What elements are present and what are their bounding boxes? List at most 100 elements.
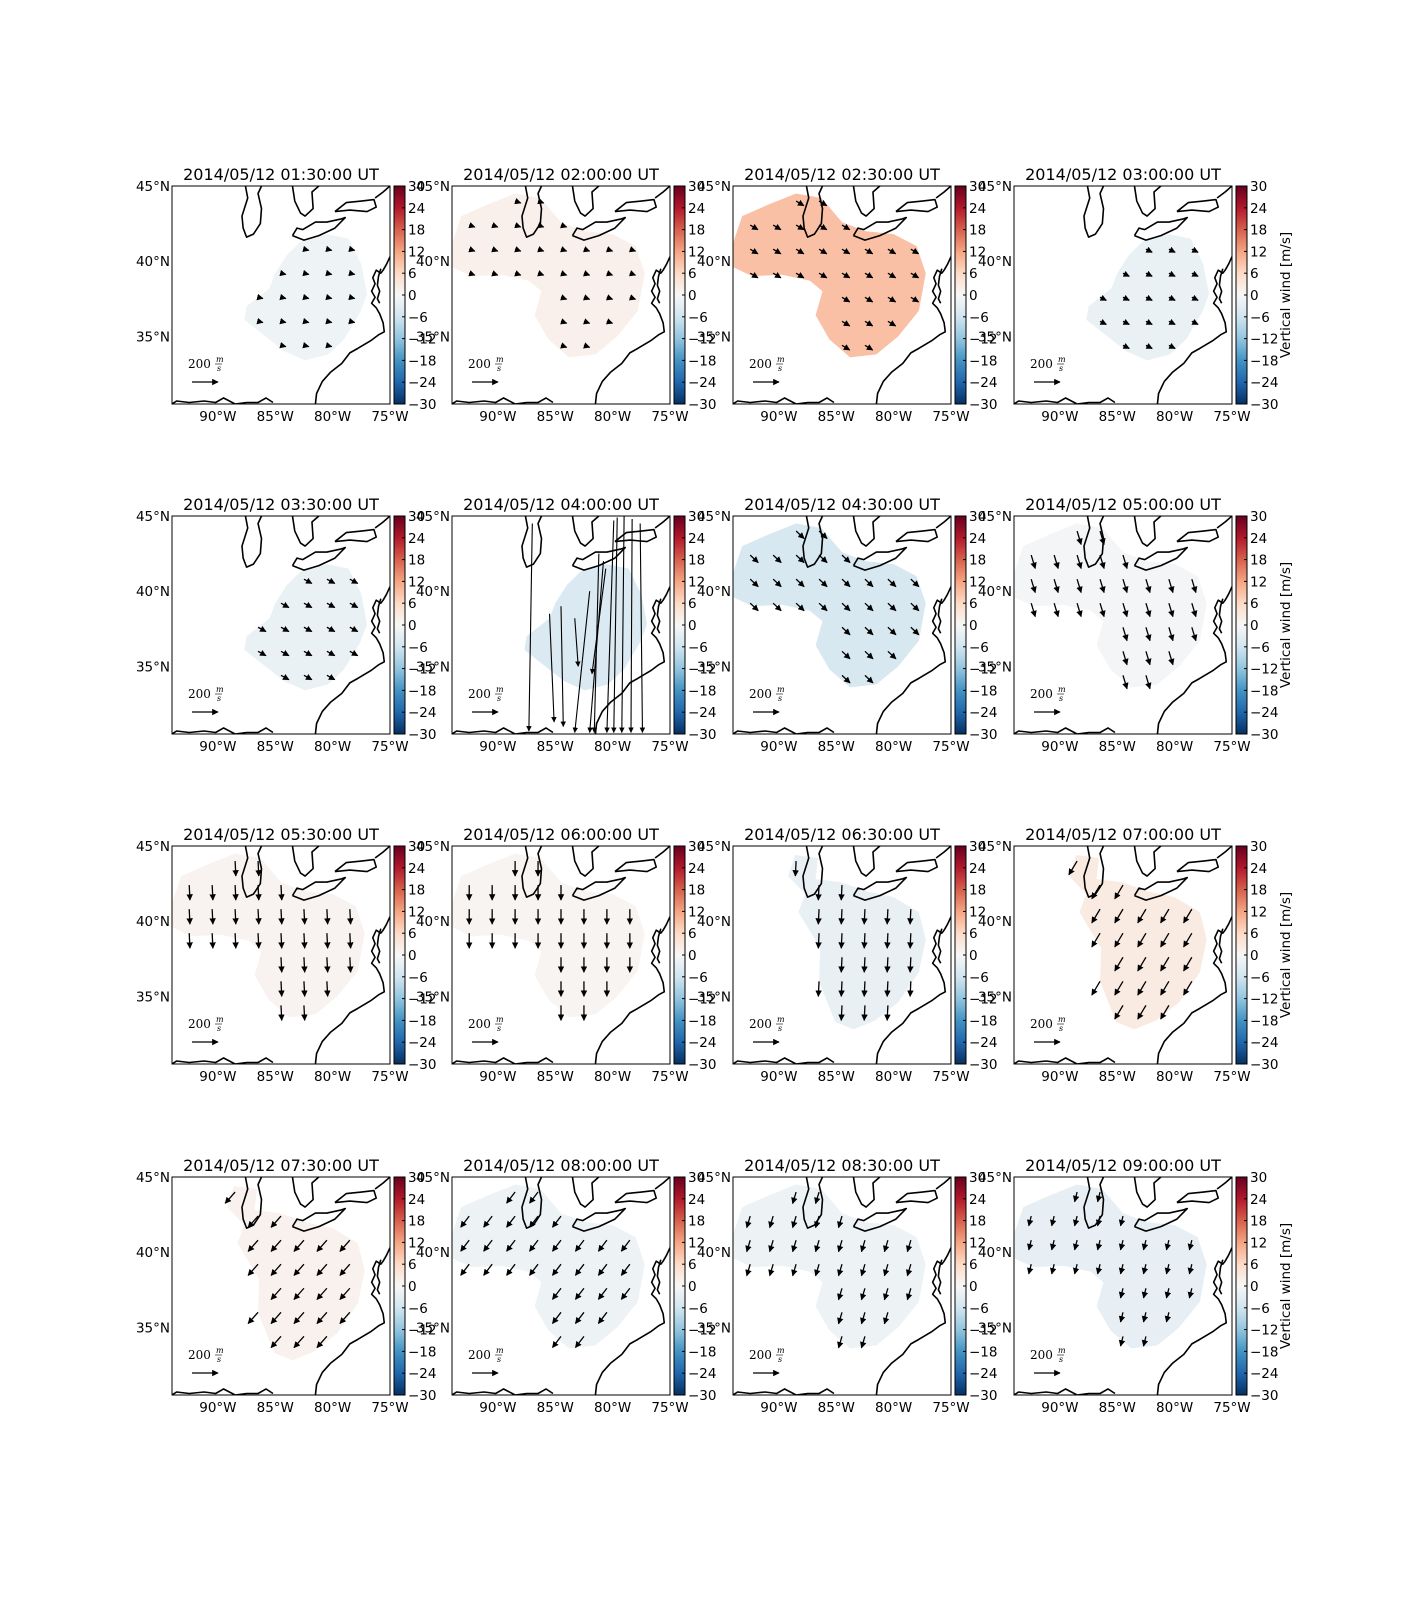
coastline	[1133, 1177, 1162, 1208]
wind-vector	[864, 578, 874, 588]
wind-vector	[864, 602, 874, 612]
wind-vector	[818, 223, 828, 231]
wind-vector	[795, 530, 805, 540]
wind-vector	[514, 270, 522, 277]
wind-vector	[506, 1239, 516, 1252]
wind-vector	[325, 342, 333, 349]
reference-vector-unit-den: s	[217, 694, 221, 703]
lat-tick-label: 40°N	[416, 914, 450, 930]
lon-tick-label: 90°W	[479, 409, 516, 425]
colorbar-tick-label: 24	[1250, 531, 1267, 547]
wind-vector	[460, 1215, 470, 1228]
wind-vector	[324, 957, 331, 973]
colorbar-tick-label: −30	[688, 1388, 717, 1404]
wind-vector	[745, 1239, 752, 1253]
panel-title: 2014/05/12 02:00:00 UT	[463, 165, 659, 184]
reference-vector-unit-den: s	[217, 1355, 221, 1364]
wind-vector	[864, 344, 874, 351]
colorbar-tick-label: −18	[408, 353, 437, 369]
panel-title: 2014/05/12 07:00:00 UT	[1025, 825, 1221, 844]
wind-vector	[1168, 294, 1176, 301]
panel-content	[452, 186, 670, 404]
colorbar-tick-label: 18	[408, 883, 425, 899]
wind-vector	[910, 296, 920, 303]
colorbar-tick-label: 0	[408, 618, 417, 634]
wind-vector	[620, 1263, 631, 1276]
wind-vector	[1145, 675, 1152, 690]
panel-content	[172, 1177, 390, 1395]
map-panel: 200 ms 2014/05/12 05:00:00 UT 90°W 85°W 80°W 7…	[978, 495, 1294, 755]
wind-vector	[597, 1239, 608, 1252]
colorbar-tick-label: −24	[688, 375, 717, 391]
coastline	[875, 586, 951, 734]
wind-vector	[316, 1287, 328, 1300]
lat-tick-label: 45°N	[978, 179, 1012, 195]
wind-vector	[537, 222, 545, 229]
coastline	[852, 1207, 908, 1232]
wind-vector	[860, 1312, 867, 1325]
wind-vector	[884, 981, 891, 997]
reference-vector-unit-num: m	[1058, 355, 1066, 364]
wind-vector	[1160, 956, 1170, 972]
wind-vector	[1030, 554, 1037, 570]
lon-tick-label: 85°W	[1099, 739, 1136, 755]
wind-vector	[1187, 1264, 1194, 1275]
wind-vector	[303, 601, 313, 609]
colorbar-tick-label: 24	[408, 861, 425, 877]
colorbar-tick-label: −6	[408, 1301, 428, 1317]
wind-vector	[772, 247, 782, 255]
colorbar-tick-label: 6	[408, 1257, 417, 1273]
wind-vector	[247, 1311, 259, 1325]
colorbar-tick-label: 18	[408, 553, 425, 569]
colorbar-tick-label: −30	[969, 397, 998, 413]
wind-vector	[605, 270, 614, 277]
reference-vector-unit-den: s	[497, 1355, 501, 1364]
wind-vector	[1145, 270, 1153, 277]
colorbar-tick-label: 12	[688, 904, 705, 920]
wind-vector	[1053, 554, 1060, 570]
wind-vector	[316, 1263, 328, 1276]
colorbar-tick-label: 18	[1250, 883, 1267, 899]
wind-vector	[887, 272, 897, 279]
colorbar-tick-label: −12	[969, 1323, 998, 1339]
lon-tick-label: 90°W	[1041, 409, 1078, 425]
wind-vector	[537, 246, 545, 253]
coastline	[935, 1177, 951, 1190]
colorbar-tick-label: −24	[408, 705, 437, 721]
wind-vector	[907, 909, 914, 925]
wind-vector	[841, 320, 851, 327]
colorbar-tick-label: 6	[969, 596, 978, 612]
colorbar-tick-label: 0	[1250, 1279, 1259, 1295]
wind-vector	[628, 294, 637, 301]
colorbar-tick-label: 0	[408, 948, 417, 964]
wind-vector	[818, 247, 828, 255]
colorbar-tick-label: −12	[688, 1323, 717, 1339]
lon-tick-label: 80°W	[875, 739, 912, 755]
wind-vector	[749, 272, 759, 279]
lat-tick-label: 35°N	[978, 659, 1012, 675]
panel-title: 2014/05/12 06:00:00 UT	[463, 825, 659, 844]
lon-tick-label: 85°W	[537, 1400, 574, 1416]
colorbar-tick-label: 6	[688, 1257, 697, 1273]
colorbar-tick-label: 18	[1250, 223, 1267, 239]
colorbar-tick-label: −24	[408, 1035, 437, 1051]
coastline	[1133, 1207, 1189, 1232]
wind-vector	[1099, 318, 1107, 326]
coastline	[1083, 516, 1105, 568]
wind-vector	[749, 223, 759, 231]
wind-vector	[1122, 318, 1130, 326]
wind-vector	[1114, 932, 1124, 948]
colorbar-tick-label: −24	[688, 1035, 717, 1051]
lon-tick-label: 85°W	[257, 1069, 294, 1085]
colorbar-tick-label: 24	[688, 531, 705, 547]
coastline	[1216, 186, 1232, 199]
vertical-wind-field	[733, 193, 926, 358]
wind-vector	[887, 320, 897, 327]
map-frame	[171, 845, 391, 1065]
reference-vector-unit-num: m	[777, 1346, 785, 1355]
colorbar-tick-label: 0	[969, 288, 978, 304]
wind-vector	[483, 1239, 493, 1252]
coastline	[291, 216, 347, 241]
coastline	[571, 1207, 627, 1232]
wind-vector	[232, 909, 239, 925]
